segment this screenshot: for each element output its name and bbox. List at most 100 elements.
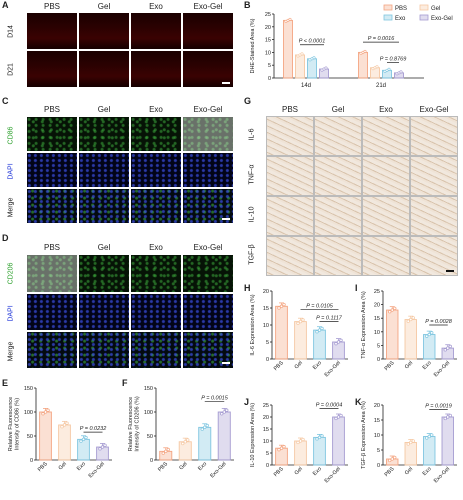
p-value-label: P = 0.0232 <box>80 426 107 432</box>
dhe-image <box>182 50 234 88</box>
cd206-image <box>78 254 130 293</box>
legend-swatch <box>419 4 429 11</box>
row-label: TGF-β <box>248 244 256 265</box>
bar <box>275 305 288 360</box>
x-tick-label: Gel <box>58 461 68 471</box>
chart-k: 0 5 10 15 20 PBS Gel Exo Exo-Gel TGF-β Expression… <box>361 401 457 484</box>
p-value-label: P = 0.0105 <box>306 304 333 310</box>
data-point <box>81 437 86 442</box>
panel-label-b: B <box>244 0 251 10</box>
dhe-image <box>26 50 78 88</box>
cd206-image <box>26 254 78 293</box>
ihc-image <box>314 236 362 276</box>
y-tick-label: 20 <box>265 25 271 31</box>
y-tick-label: 0 <box>268 76 271 82</box>
y-tick-label: 10 <box>263 323 269 329</box>
data-point <box>393 306 397 310</box>
legend-label: Exo-Gel <box>431 16 453 22</box>
data-point <box>43 410 48 414</box>
data-point <box>98 447 102 451</box>
merge-image <box>78 188 130 224</box>
data-point <box>220 412 224 416</box>
x-tick-label: Gel <box>294 466 304 476</box>
col-header: Gel <box>331 105 345 114</box>
panel-label-a: A <box>2 0 9 10</box>
row-label: Merge <box>7 197 15 218</box>
row-label: IL-10 <box>248 206 256 223</box>
data-point <box>277 448 281 452</box>
row-label: D21 <box>7 63 15 76</box>
x-tick-label: Exo <box>76 461 87 472</box>
y-tick-label: 150 <box>24 386 33 392</box>
merge-image <box>26 331 78 369</box>
data-point <box>334 416 338 421</box>
dapi-image <box>78 293 130 331</box>
y-tick-label: 50 <box>27 434 33 440</box>
data-point <box>399 70 403 74</box>
p-value-label: P = 0.0028 <box>425 319 452 325</box>
panel-label-d: D <box>2 233 9 243</box>
x-tick-label: Exo <box>312 466 323 477</box>
data-point <box>446 346 450 350</box>
p-value-label: P = 0.0004 <box>316 403 343 409</box>
x-tick-label: PBS <box>157 461 169 473</box>
data-point <box>298 439 303 443</box>
y-tick-label: 10 <box>265 50 271 56</box>
dhe-image <box>26 12 78 50</box>
data-point <box>443 348 447 352</box>
y-tick-label: 20 <box>374 303 380 309</box>
data-point <box>409 317 413 322</box>
x-tick-label: PBS <box>273 360 285 372</box>
bar <box>404 442 417 466</box>
data-point <box>277 306 281 310</box>
row-label: Merge <box>7 341 15 362</box>
data-point <box>186 438 190 442</box>
y-tick-label: 5 <box>377 343 380 349</box>
data-point <box>282 302 286 307</box>
row-label: IL-6 <box>248 128 256 141</box>
col-header: Exo-Gel <box>193 105 223 114</box>
data-point <box>363 49 367 53</box>
y-tick-label: 100 <box>144 410 153 416</box>
p-value-label: P = 0.0015 <box>201 395 228 401</box>
y-tick-label: 20 <box>263 289 269 295</box>
data-point <box>448 344 452 349</box>
data-point <box>393 455 397 460</box>
x-tick-label: Exo-Gel <box>433 360 451 378</box>
x-tick-label: Exo-Gel <box>88 461 106 479</box>
data-point <box>301 318 305 322</box>
data-point <box>84 435 88 440</box>
bar <box>295 54 305 79</box>
dapi-image <box>26 293 78 331</box>
row-label: DAPI <box>7 163 15 180</box>
data-point <box>164 449 168 454</box>
data-point <box>62 423 67 427</box>
cd206-image <box>130 254 182 293</box>
data-point <box>100 445 105 449</box>
y-tick-label: 50 <box>147 434 153 440</box>
data-point <box>301 437 305 442</box>
y-tick-label: 15 <box>263 306 269 312</box>
ihc-image <box>314 156 362 196</box>
y-axis-label: DHE-Stained Area (%) <box>250 18 256 73</box>
col-header: Gel <box>97 105 111 114</box>
x-tick-label: Gel <box>294 360 304 370</box>
bar <box>404 319 417 360</box>
chart-e: 0 50 100 150 PBS Gel Exo Exo-Gel Relative Fluore… <box>8 386 112 479</box>
data-point <box>65 421 69 425</box>
bar <box>217 411 231 461</box>
bar <box>283 19 293 79</box>
x-tick-label: Exo-Gel <box>324 466 342 484</box>
dhe-image <box>130 12 182 50</box>
data-point <box>425 334 429 338</box>
data-point <box>446 415 450 419</box>
panel-label-g: G <box>244 96 252 106</box>
data-point <box>388 458 392 463</box>
data-point <box>282 445 286 449</box>
chart-f: 0 50 100 150 PBS Gel Exo Exo-Gel Relative Fluore… <box>128 386 234 479</box>
bar <box>313 436 326 466</box>
ihc-image <box>410 116 458 156</box>
col-header: Exo <box>379 105 393 114</box>
p-value-label: P = 0.0016 <box>368 36 395 42</box>
chart-b: 0 5 10 15 20 25 14d 21d P < 0.0001 P = 0.0016 P = … <box>250 4 453 89</box>
